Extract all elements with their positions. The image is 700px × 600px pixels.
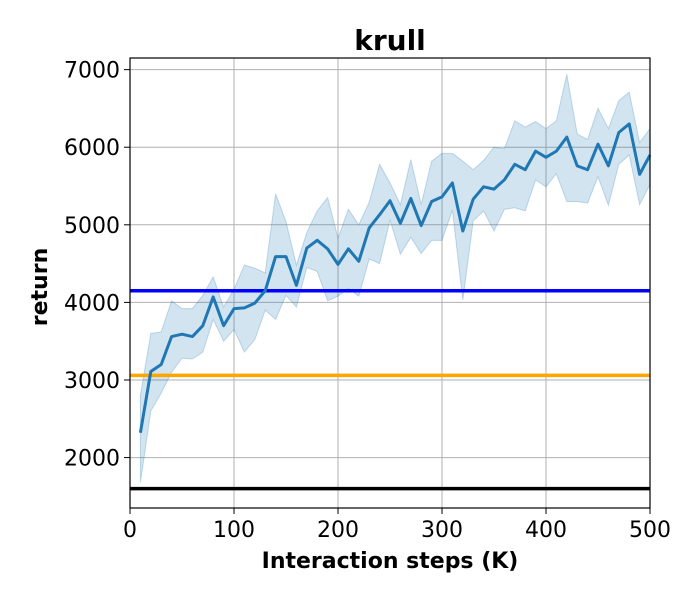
plot-frame — [129, 57, 651, 509]
x-axis-label: Interaction steps (K) — [262, 549, 519, 574]
x-tick-label: 400 — [525, 518, 567, 543]
x-axis-ticks: 0 100 200 300 400 500 — [123, 508, 671, 543]
y-tick-label: 7000 — [64, 59, 120, 84]
x-tick-label: 300 — [421, 518, 463, 543]
x-tick-label: 0 — [123, 518, 137, 543]
mean-return-line — [138, 122, 652, 433]
x-tick-label: 100 — [213, 518, 255, 543]
x-tick-label: 200 — [317, 518, 359, 543]
chart-title: krull — [354, 24, 426, 57]
y-tick-label: 3000 — [64, 369, 120, 394]
y-axis-label: return — [28, 248, 53, 326]
reference-lines — [130, 289, 650, 491]
y-tick-label: 6000 — [64, 136, 120, 161]
x-tick-label: 500 — [629, 518, 671, 543]
y-axis-ticks: 2000 3000 4000 5000 6000 7000 — [64, 59, 130, 472]
y-tick-label: 2000 — [64, 447, 120, 472]
y-tick-label: 4000 — [64, 291, 120, 316]
y-tick-label: 5000 — [64, 214, 120, 239]
series-layer — [138, 122, 652, 433]
